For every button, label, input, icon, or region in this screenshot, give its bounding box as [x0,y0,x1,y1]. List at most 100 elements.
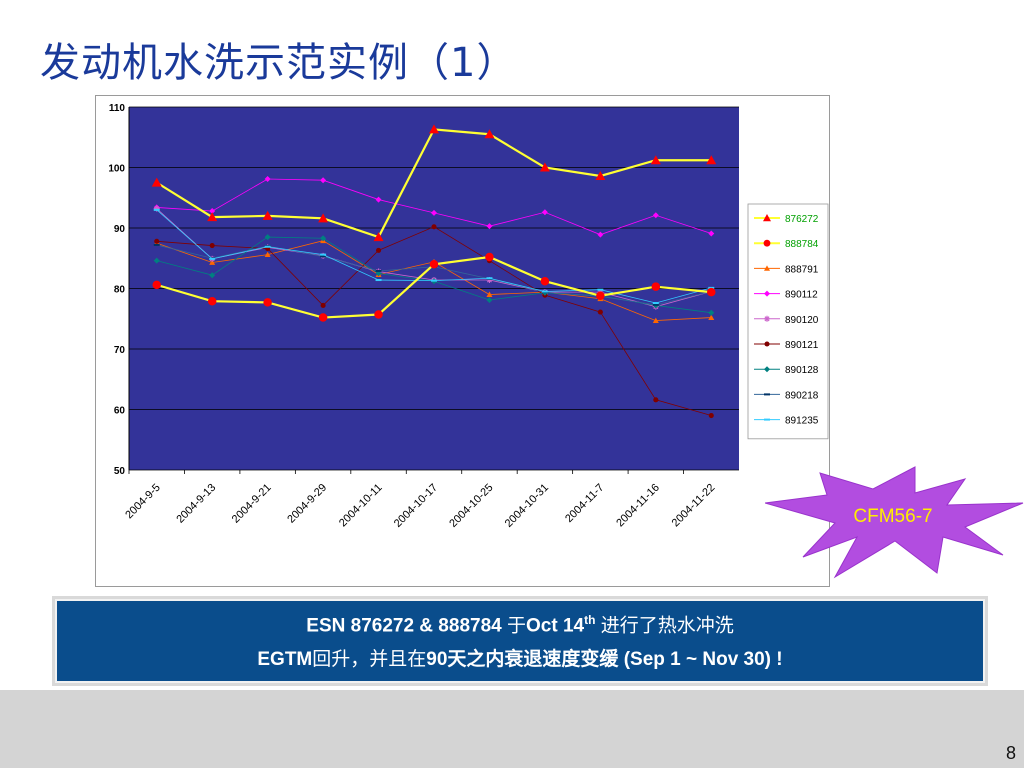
data-point-888791 [209,259,216,265]
data-point-888784 [207,296,217,306]
legend-label: 890121 [785,340,819,351]
data-point-888784 [263,298,272,307]
banner-line-1: ESN 876272 & 888784 于Oct 14th 进行了热水冲洗 [57,601,983,641]
data-point-876272 [373,232,384,242]
banner-text: Oct 14 [526,615,585,637]
data-point-890112 [209,208,216,215]
data-point-888784 [540,276,550,286]
data-point-890112 [264,175,271,182]
data-point-876272 [262,210,273,220]
legend-marker-888784 [763,239,771,247]
data-point-890121 [653,397,659,403]
banner-text: 回升，并且在 [312,649,427,670]
data-point-876272 [650,155,661,165]
y-tick-label: 110 [109,103,126,114]
slide-title: 发动机水洗示范实例（1） [40,40,518,86]
data-point-890112 [320,177,327,184]
y-tick-label: 80 [114,285,126,296]
line-chart: 50 60 70 80 90 100 110 2004-9-5 2004-9-13 2004-9-… [108,103,829,530]
data-point-890128 [153,257,160,264]
data-point-876272 [595,170,606,180]
x-tick-label: 2004-9-29 [285,482,329,526]
x-tick-label: 2004-10-11 [337,482,385,530]
data-point-890112 [375,196,382,203]
data-point-890128 [708,309,715,316]
data-point-890112 [486,223,493,230]
data-point-890120 [486,277,493,284]
data-point-888784 [707,287,716,297]
legend-label: 890128 [785,365,819,376]
banner-text: 于 [507,615,527,637]
cfm56-badge: CFM56-7 [765,466,1024,579]
data-point-888784 [596,291,605,301]
data-point-890121 [708,413,714,419]
data-point-890128 [320,235,327,242]
y-tick-label: 60 [114,406,126,417]
banner-text: 90 [426,649,448,670]
legend-label: 876272 [785,214,819,225]
legend-label: 890120 [785,315,819,326]
y-tick-label: 70 [114,345,126,356]
data-point-890121 [154,238,160,244]
banner-text: 天之内衰退速度变缓 (Sep 1 ~ Nov 30) ! [447,649,783,670]
page-number: 8 [1005,743,1016,763]
data-point-890112 [431,209,437,216]
legend-marker-890120 [764,315,770,322]
data-point-890112 [652,212,659,219]
data-point-888784 [318,313,328,322]
data-point-876272 [429,124,439,134]
data-point-890121 [375,247,382,253]
x-tick-label: 2004-11-7 [563,482,606,525]
legend-marker-876272 [763,214,771,222]
data-point-888791 [264,251,271,258]
x-tick-label: 2004-9-21 [230,482,274,526]
data-point-876272 [151,177,162,187]
x-tick-label: 2004-10-17 [392,482,440,530]
x-tick-label: 2004-10-25 [447,482,495,530]
data-point-876272 [318,213,329,223]
data-point-876272 [539,162,550,172]
starburst-shape [765,466,1024,579]
data-point-888791 [652,317,659,323]
banner-text: EGTM [257,649,313,670]
data-point-876272 [484,129,495,139]
banner-superscript: th [584,613,596,627]
data-point-888784 [485,252,494,262]
legend-label: 890112 [785,290,818,301]
data-point-890128 [486,296,493,303]
legend-marker-888791 [764,265,770,271]
data-point-876272 [706,155,717,165]
x-tick-label: 2004-11-16 [614,482,662,530]
data-point-890120 [153,205,160,212]
data-point-888784 [429,260,439,269]
y-tick-label: 50 [114,466,126,477]
y-tick-label: 100 [108,164,125,175]
data-point-890112 [597,231,604,238]
data-point-890128 [264,234,271,241]
data-point-890128 [209,272,216,279]
data-point-888784 [651,282,661,291]
legend-label: 891235 [785,416,819,427]
summary-banner-inner: ESN 876272 & 888784 于Oct 14th 进行了热水冲洗 EG… [55,599,985,683]
legend-label: 888791 [785,264,819,275]
legend-marker-890112 [764,290,770,297]
data-point-890121 [209,242,215,249]
data-point-890112 [541,209,548,216]
data-point-890121 [320,302,326,308]
data-point-888791 [708,314,715,320]
data-point-888784 [374,310,383,319]
data-point-890121 [597,309,603,315]
badge-label: CFM56-7 [853,506,932,527]
legend-label: 888784 [785,239,819,250]
data-point-888791 [486,291,493,297]
x-tick-label: 2004-9-5 [123,482,163,522]
data-point-888784 [152,280,161,290]
data-point-890121 [431,224,437,230]
banner-text: 进行了热水冲洗 [595,615,734,637]
banner-text: ESN 876272 & 888784 [306,615,507,637]
legend-marker-890128 [764,366,770,373]
footer-bar: 8 [0,690,1024,768]
data-point-876272 [207,212,218,222]
x-tick-label: 2004-9-13 [174,482,218,526]
banner-line-2: EGTM回升，并且在90天之内衰退速度变缓 (Sep 1 ~ Nov 30) ! [57,641,983,681]
